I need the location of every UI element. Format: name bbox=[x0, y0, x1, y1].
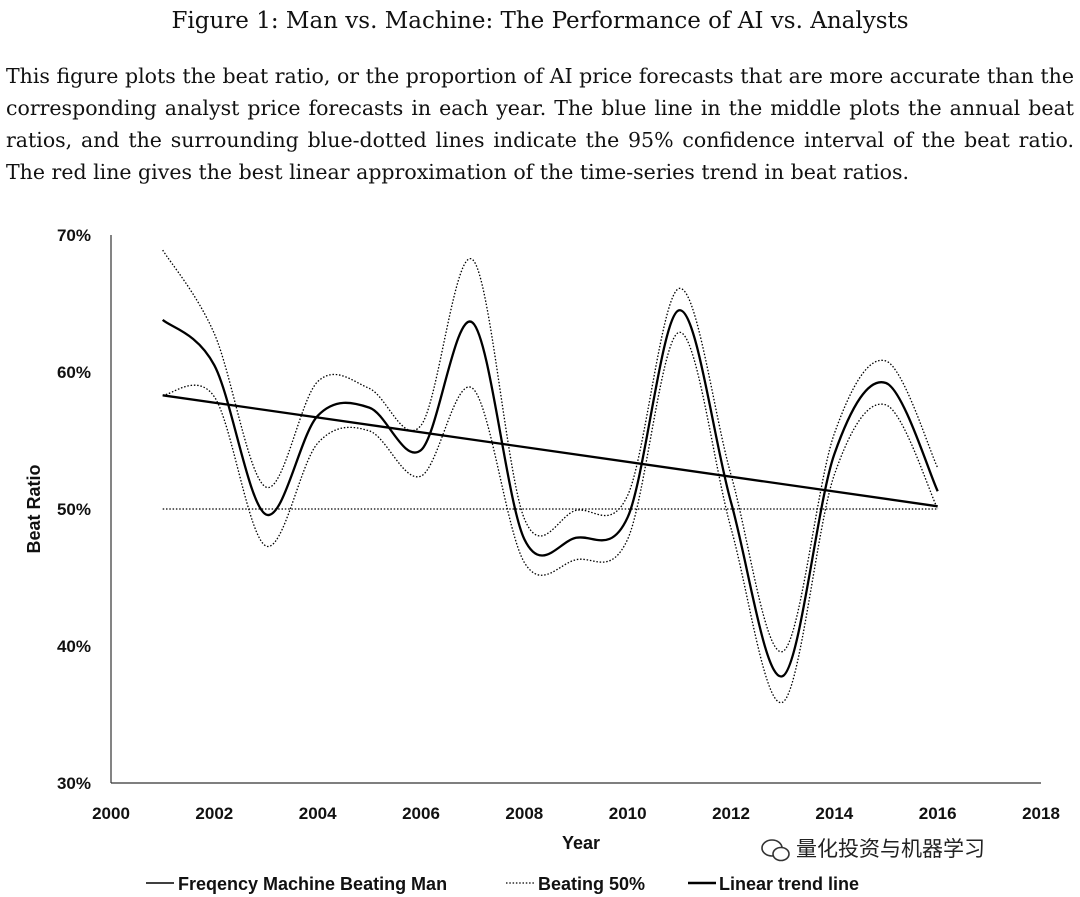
x-tick-label: 2012 bbox=[712, 804, 750, 823]
series-beat-ratio bbox=[161, 309, 939, 678]
x-tick-label: 2018 bbox=[1022, 804, 1060, 823]
legend-beat-ratio-label: Freqency Machine Beating Man bbox=[178, 874, 447, 894]
y-tick-label: 30% bbox=[57, 774, 91, 793]
x-tick-labels: 2000 2002 2004 2006 2008 2010 2012 2014 2016 2018 bbox=[92, 804, 1060, 823]
y-axis-title: Beat Ratio bbox=[24, 464, 44, 553]
y-tick-label: 40% bbox=[57, 637, 91, 656]
x-tick-label: 2004 bbox=[299, 804, 337, 823]
y-tick-label: 50% bbox=[57, 500, 91, 519]
y-tick-label: 70% bbox=[57, 226, 91, 245]
series-linear-trend bbox=[162, 394, 938, 508]
wechat-icon bbox=[761, 839, 790, 862]
y-tick-label: 60% bbox=[57, 363, 91, 382]
watermark-text: 量化投资与机器学习 bbox=[796, 837, 985, 861]
x-tick-label: 2014 bbox=[815, 804, 853, 823]
series-lower-ci bbox=[162, 331, 939, 703]
x-tick-label: 2006 bbox=[402, 804, 440, 823]
x-tick-label: 2010 bbox=[609, 804, 647, 823]
x-tick-label: 2000 bbox=[92, 804, 130, 823]
x-axis-title: Year bbox=[562, 833, 600, 853]
figure-title: Figure 1: Man vs. Machine: The Performan… bbox=[171, 8, 909, 34]
x-tick-label: 2002 bbox=[195, 804, 233, 823]
legend-linear-trend-label: Linear trend line bbox=[719, 874, 859, 894]
legend-beating-50-label: Beating 50% bbox=[538, 874, 645, 894]
watermark: 量化投资与机器学习 bbox=[761, 837, 985, 862]
y-tick-labels: 30% 40% 50% 60% 70% bbox=[57, 226, 91, 793]
x-tick-label: 2016 bbox=[919, 804, 957, 823]
chart-legend: Freqency Machine Beating Man Beating 50% L… bbox=[146, 874, 859, 894]
chart-axes bbox=[110, 235, 1041, 784]
figure-caption: This figure plots the beat ratio, or the… bbox=[6, 64, 1074, 184]
x-tick-label: 2008 bbox=[505, 804, 543, 823]
chart-series bbox=[161, 249, 939, 703]
